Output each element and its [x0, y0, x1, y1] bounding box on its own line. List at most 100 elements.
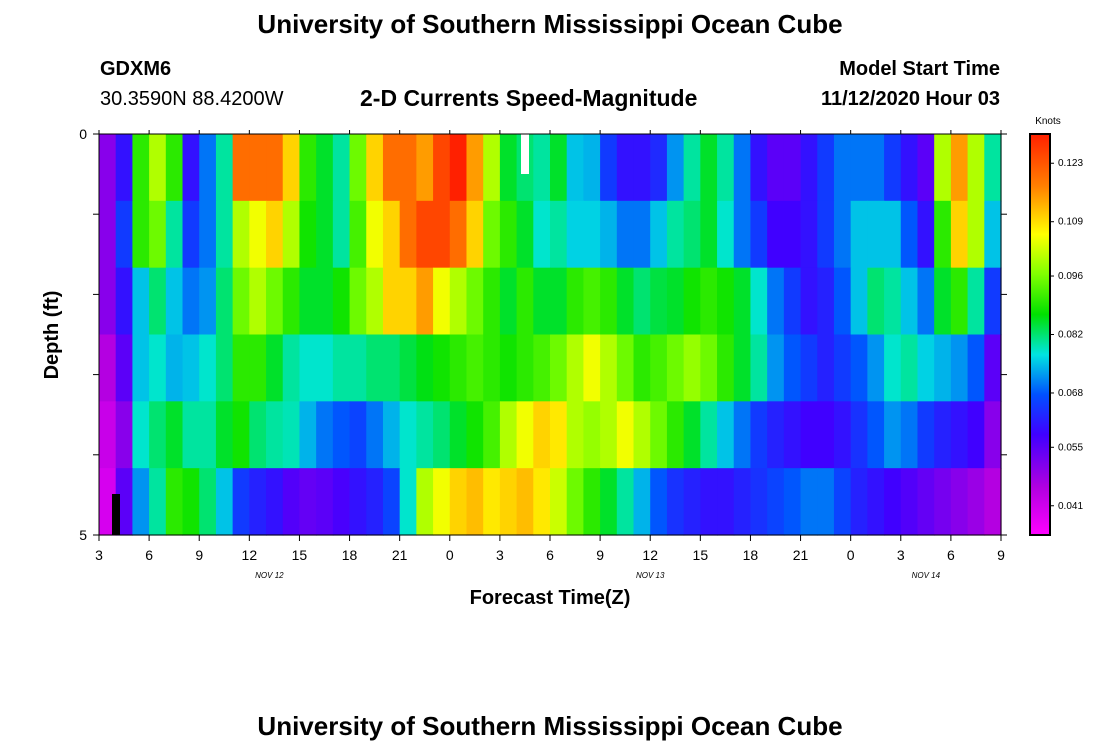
heatmap-cell: [99, 334, 117, 402]
heatmap-cell: [700, 401, 718, 469]
heatmap-cell: [115, 267, 133, 336]
heatmap-cell: [516, 401, 534, 469]
heatmap-cell: [215, 267, 234, 336]
heatmap-cell: [767, 334, 785, 402]
day-label: NOV 14: [912, 571, 941, 580]
heatmap-cell: [800, 267, 818, 336]
heatmap-cell: [934, 401, 952, 469]
heatmap-cell: [449, 267, 468, 336]
heatmap-cell: [299, 468, 317, 536]
heatmap-cell: [683, 401, 701, 469]
heatmap-cell: [984, 401, 1002, 469]
heatmap-cell: [299, 334, 317, 402]
heatmap-cell: [332, 267, 351, 336]
heatmap-cell: [917, 267, 935, 336]
heatmap-cell: [232, 334, 250, 402]
heatmap-cell: [433, 134, 451, 202]
heatmap-cell: [382, 401, 401, 469]
heatmap-cell: [232, 401, 250, 469]
heatmap-cell: [650, 334, 668, 402]
heatmap-cell: [666, 334, 685, 402]
heatmap-cell: [132, 134, 150, 202]
day-label: NOV 13: [636, 571, 665, 580]
heatmap-cell: [566, 267, 584, 336]
heatmap-cell: [215, 200, 234, 269]
heatmap-cell: [499, 468, 518, 536]
heatmap-cell: [600, 401, 618, 469]
heatmap-cell: [867, 200, 885, 269]
heatmap-cell: [399, 267, 417, 336]
model-start-time: 11/12/2020 Hour 03: [820, 88, 1000, 110]
heatmap-cell: [182, 267, 200, 336]
heatmap-cell: [800, 134, 818, 202]
x-tick-label: 9: [195, 547, 203, 563]
heatmap-cell: [984, 267, 1002, 336]
heatmap-cell: [249, 401, 267, 469]
station-coordinates: 30.3590N 88.4200W: [100, 88, 284, 110]
heatmap-cell: [767, 134, 785, 202]
heatmap-cell: [499, 334, 518, 402]
x-tick-label: 9: [596, 547, 604, 563]
heatmap-cell: [950, 468, 969, 536]
heatmap-cell: [299, 401, 317, 469]
heatmap-cell: [199, 134, 217, 202]
y-tick-label: 5: [79, 527, 87, 543]
heatmap-cell: [149, 401, 167, 469]
heatmap-cell: [466, 334, 484, 402]
heatmap-cell: [182, 134, 200, 202]
heatmap-cell: [967, 200, 985, 269]
heatmap-cell: [733, 267, 752, 336]
heatmap-cell: [566, 200, 584, 269]
heatmap-cell: [266, 334, 284, 402]
heatmap-cell: [466, 200, 484, 269]
heatmap-cell: [666, 200, 685, 269]
heatmap-cell: [884, 401, 902, 469]
heatmap-cell: [366, 468, 384, 536]
heatmap-cell: [984, 200, 1002, 269]
x-tick-label: 21: [392, 547, 408, 563]
heatmap-cell: [817, 200, 835, 269]
heatmap-cell: [349, 334, 367, 402]
heatmap-cell: [817, 401, 835, 469]
heatmap-cell: [99, 468, 117, 536]
heatmap-cell: [867, 401, 885, 469]
x-tick-label: 9: [997, 547, 1005, 563]
heatmap-cell: [566, 468, 584, 536]
heatmap-cell: [215, 468, 234, 536]
heatmap-cell: [99, 401, 117, 469]
heatmap-cell: [282, 267, 301, 336]
heatmap-cell: [416, 200, 434, 269]
heatmap-cell: [616, 334, 635, 402]
heatmap-cell: [583, 401, 601, 469]
heatmap-cell: [616, 401, 635, 469]
heatmap-cell: [282, 334, 301, 402]
heatmap-cell: [249, 468, 267, 536]
heatmap-cell: [733, 134, 752, 202]
heatmap-cell: [633, 401, 651, 469]
heatmap-cell: [750, 200, 768, 269]
heatmap-cell: [499, 200, 518, 269]
missing-data-marker: [112, 494, 120, 535]
heatmap-cell: [783, 200, 802, 269]
heatmap-cell: [967, 334, 985, 402]
x-tick-label: 6: [546, 547, 554, 563]
heatmap-cell: [533, 134, 551, 202]
heatmap-cell: [750, 401, 768, 469]
heatmap-cell: [382, 468, 401, 536]
heatmap-cell: [550, 134, 568, 202]
x-tick-label: 3: [95, 547, 103, 563]
heatmap-cell: [767, 267, 785, 336]
x-axis-title: Forecast Time(Z): [470, 587, 631, 609]
heatmap-cell: [533, 334, 551, 402]
x-tick-label: 6: [145, 547, 153, 563]
heatmap-cell: [767, 200, 785, 269]
heatmap-cell: [917, 134, 935, 202]
heatmap-cell: [650, 401, 668, 469]
heatmap-cell: [115, 334, 133, 402]
heatmap-cell: [149, 267, 167, 336]
colorbar-tick-label: 0.041: [1058, 501, 1083, 512]
heatmap-cell: [566, 401, 584, 469]
heatmap-cell: [984, 134, 1002, 202]
y-axis: 05: [79, 126, 1007, 543]
heatmap-cell: [99, 134, 117, 202]
